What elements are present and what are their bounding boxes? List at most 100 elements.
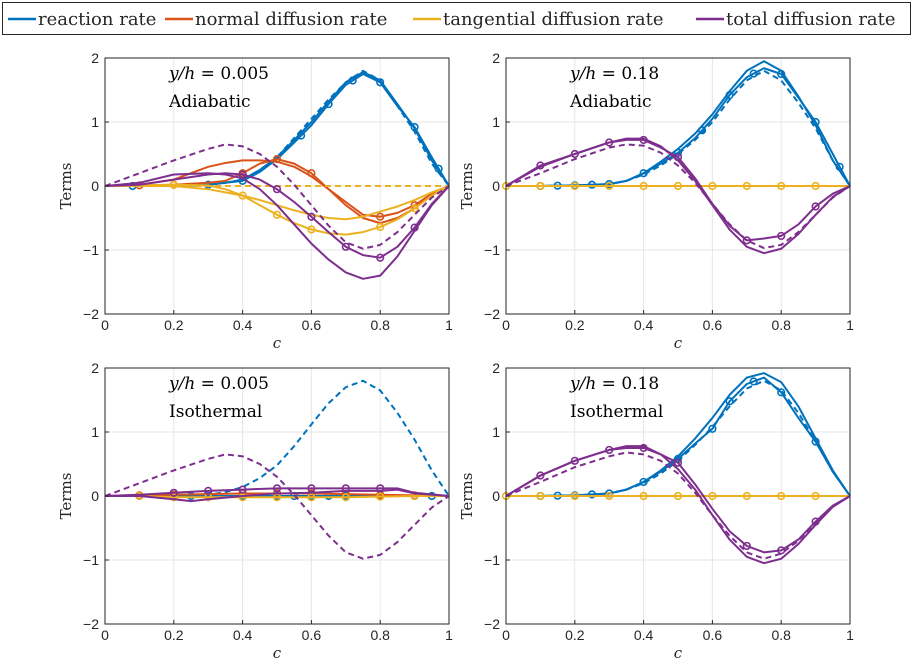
series-marker-reaction	[434, 164, 443, 173]
series-marker-tangential	[673, 491, 683, 501]
x-tick-label: 0.6	[302, 317, 322, 333]
y-tick-label: −1	[83, 552, 99, 568]
series-marker-tangential	[570, 181, 579, 191]
series-marker-total	[639, 135, 648, 145]
panel-bottom-right: 0 0.2 0.4 0.6 0.8 1 −2 −1 0 1 2 c Terms y/h = 0.18 Iso…	[458, 360, 854, 662]
annotation-value: = 0.005	[195, 374, 269, 394]
legend: reaction rate normal diffusion rate tangen…	[2, 2, 911, 35]
series-line-total	[505, 138, 851, 242]
series-marker-reaction	[749, 69, 758, 78]
series-marker-total	[536, 161, 545, 170]
series-marker-tangential	[376, 222, 385, 232]
series-marker-total	[238, 485, 247, 494]
series-marker-total	[811, 202, 820, 211]
series-marker-reaction	[587, 490, 597, 499]
series-marker-tangential	[639, 491, 648, 501]
series-line-total	[105, 488, 450, 503]
x-tick-label: 0.8	[771, 317, 791, 333]
series-marker-normal	[307, 169, 316, 178]
series-marker-total	[570, 149, 579, 159]
series-marker-tangential	[570, 491, 579, 501]
series-line-reaction	[506, 376, 851, 497]
annotation-case: Isothermal	[169, 402, 262, 422]
y-tick-label: 1	[492, 424, 500, 440]
series-marker-total	[673, 153, 683, 162]
series-marker-reaction	[697, 126, 707, 135]
series-marker-tangential	[605, 181, 614, 191]
x-tick-label: 0.6	[703, 317, 723, 333]
x-axis-label: c	[273, 334, 282, 352]
series-marker-tangential	[341, 493, 350, 502]
series-line-normal	[104, 158, 450, 218]
y-tick-label: 1	[91, 424, 99, 440]
y-tick-label: 0	[492, 488, 500, 504]
series-group	[104, 379, 450, 560]
x-tick-label: 0.2	[164, 627, 184, 643]
x-tick-label: 0.2	[565, 317, 585, 333]
x-tick-label: 0.8	[370, 627, 390, 643]
series-line-total	[104, 143, 450, 250]
legend-label-normal: normal diffusion rate	[195, 9, 387, 30]
x-tick-label: 0	[101, 317, 109, 333]
y-tick-label: −2	[83, 616, 99, 632]
series-line-tangential	[105, 495, 449, 499]
x-axis-label: c	[674, 644, 683, 662]
x-tick-label: 1	[846, 317, 854, 333]
x-tick-label: 0.4	[233, 317, 253, 333]
series-marker-normal	[376, 212, 385, 221]
series-line-reaction	[506, 379, 851, 497]
x-tick-label: 0.2	[565, 627, 585, 643]
legend-entry-total: total diffusion rate	[696, 9, 896, 30]
panels: 0 0.2 0.4 0.6 0.8 1 −2 −1 0 1 2 c Terms y/h = 0.005 Ad…	[57, 50, 854, 662]
y-tick-label: −1	[83, 242, 99, 258]
annotation-case: Adiabatic	[168, 92, 251, 112]
series-marker-tangential	[742, 491, 751, 501]
series-marker-reaction	[376, 78, 385, 87]
series-line-reaction	[105, 379, 450, 497]
annotation-value: = 0.18	[596, 374, 659, 394]
annotation-condition: y/h = 0.18	[569, 374, 659, 394]
annotation-variable: y/h	[168, 64, 195, 84]
y-tick-label: 2	[492, 50, 500, 66]
legend-entry-reaction: reaction rate	[8, 9, 156, 30]
y-tick-label: 2	[91, 50, 99, 66]
series-line-reaction	[506, 69, 851, 187]
x-tick-label: 0	[502, 627, 510, 643]
series-marker-tangential	[307, 493, 316, 502]
series-marker-normal	[272, 155, 282, 164]
series-line-total	[104, 453, 450, 560]
x-axis-label: c	[674, 334, 683, 352]
series-marker-reaction	[673, 148, 683, 157]
y-tick-label: 0	[492, 178, 500, 194]
y-axis-label: Terms	[57, 163, 75, 210]
legend-label-total: total diffusion rate	[726, 9, 896, 30]
series-marker-total	[341, 242, 350, 251]
series-line-tangential	[105, 185, 450, 221]
series-marker-total	[811, 517, 820, 526]
y-axis-label: Terms	[57, 473, 75, 520]
series-marker-total	[777, 231, 786, 241]
series-marker-tangential	[708, 491, 717, 501]
legend-entry-normal: normal diffusion rate	[165, 9, 387, 30]
x-tick-label: 1	[445, 627, 453, 643]
legend-label-reaction: reaction rate	[38, 9, 156, 30]
series-marker-reaction	[811, 117, 820, 127]
series-marker-reaction	[324, 99, 333, 109]
series-marker-reaction	[725, 91, 734, 100]
x-tick-label: 0	[101, 627, 109, 643]
x-tick-label: 0.4	[634, 627, 654, 643]
series-marker-tangential	[639, 181, 648, 191]
x-tick-label: 0.8	[771, 627, 791, 643]
x-tick-label: 0.4	[634, 317, 654, 333]
series-marker-tangential	[536, 181, 545, 191]
series-marker-reaction	[296, 131, 306, 140]
y-axis-label: Terms	[458, 163, 476, 210]
series-marker-reaction	[708, 424, 717, 433]
y-tick-label: 1	[492, 114, 500, 130]
x-tick-label: 0.2	[164, 317, 184, 333]
series-marker-total	[307, 484, 316, 493]
series-marker-total	[238, 170, 247, 179]
y-tick-label: 0	[91, 488, 99, 504]
series-marker-reaction	[639, 477, 648, 487]
